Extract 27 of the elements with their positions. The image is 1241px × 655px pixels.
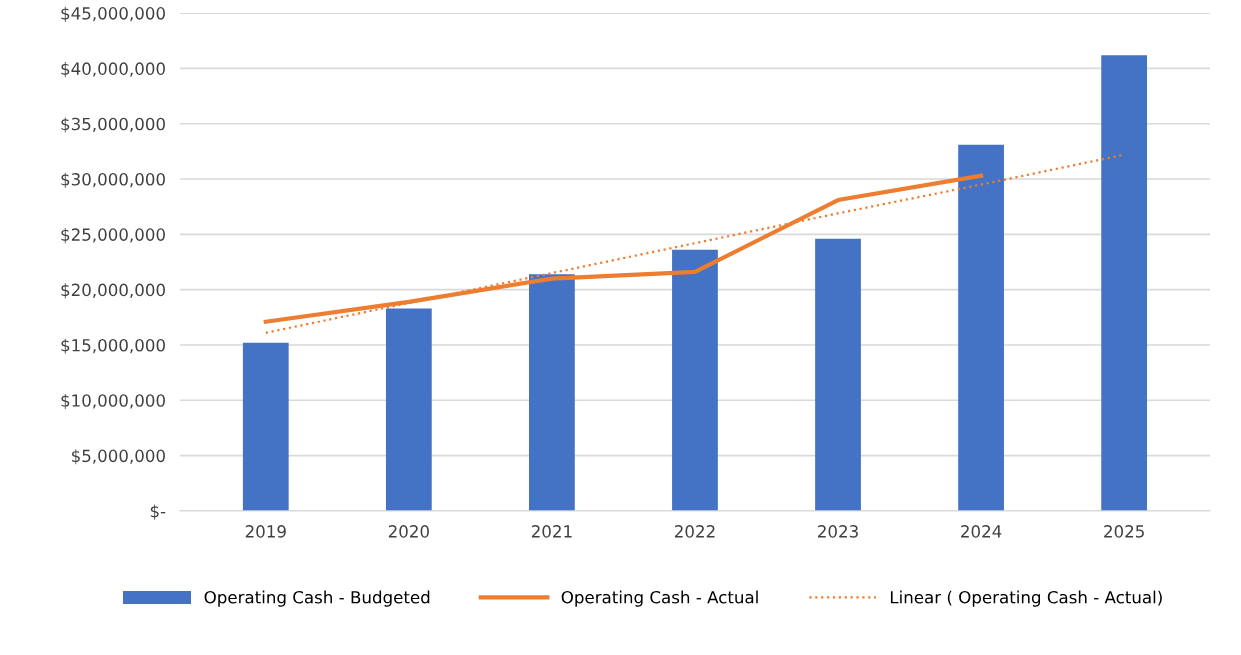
bar — [672, 249, 718, 511]
legend-label: Operating Cash - Budgeted — [204, 590, 430, 607]
legend-label: Linear ( Operating Cash - Actual) — [890, 590, 1162, 607]
bar — [529, 274, 575, 511]
bar — [385, 308, 432, 511]
y-tick-label: $5,000,000 — [72, 449, 165, 465]
y-tick-label: $30,000,000 — [61, 172, 165, 188]
x-tick-label: 2021 — [531, 525, 572, 538]
x-tick-label: 2025 — [1104, 525, 1144, 538]
bar — [242, 342, 289, 511]
legend-label: Operating Cash - Actual — [561, 590, 758, 607]
y-tick-label: $25,000,000 — [61, 228, 165, 244]
x-tick-label: 2020 — [388, 525, 429, 538]
bar — [958, 144, 1004, 511]
y-tick-label: $10,000,000 — [61, 393, 165, 410]
bar — [1101, 55, 1148, 511]
y-tick-label: $15,000,000 — [61, 338, 165, 354]
y-tick-label: $20,000,000 — [61, 283, 165, 299]
y-tick-label: $45,000,000 — [61, 6, 165, 22]
bar — [815, 238, 861, 511]
y-tick-label: $- — [150, 504, 166, 520]
x-tick-label: 2019 — [245, 525, 286, 538]
y-tick-label: $35,000,000 — [61, 117, 165, 133]
x-tick-label: 2023 — [818, 525, 858, 538]
x-tick-label: 2024 — [961, 525, 1002, 538]
y-tick-label: $40,000,000 — [61, 62, 165, 78]
x-tick-label: 2022 — [674, 525, 715, 538]
